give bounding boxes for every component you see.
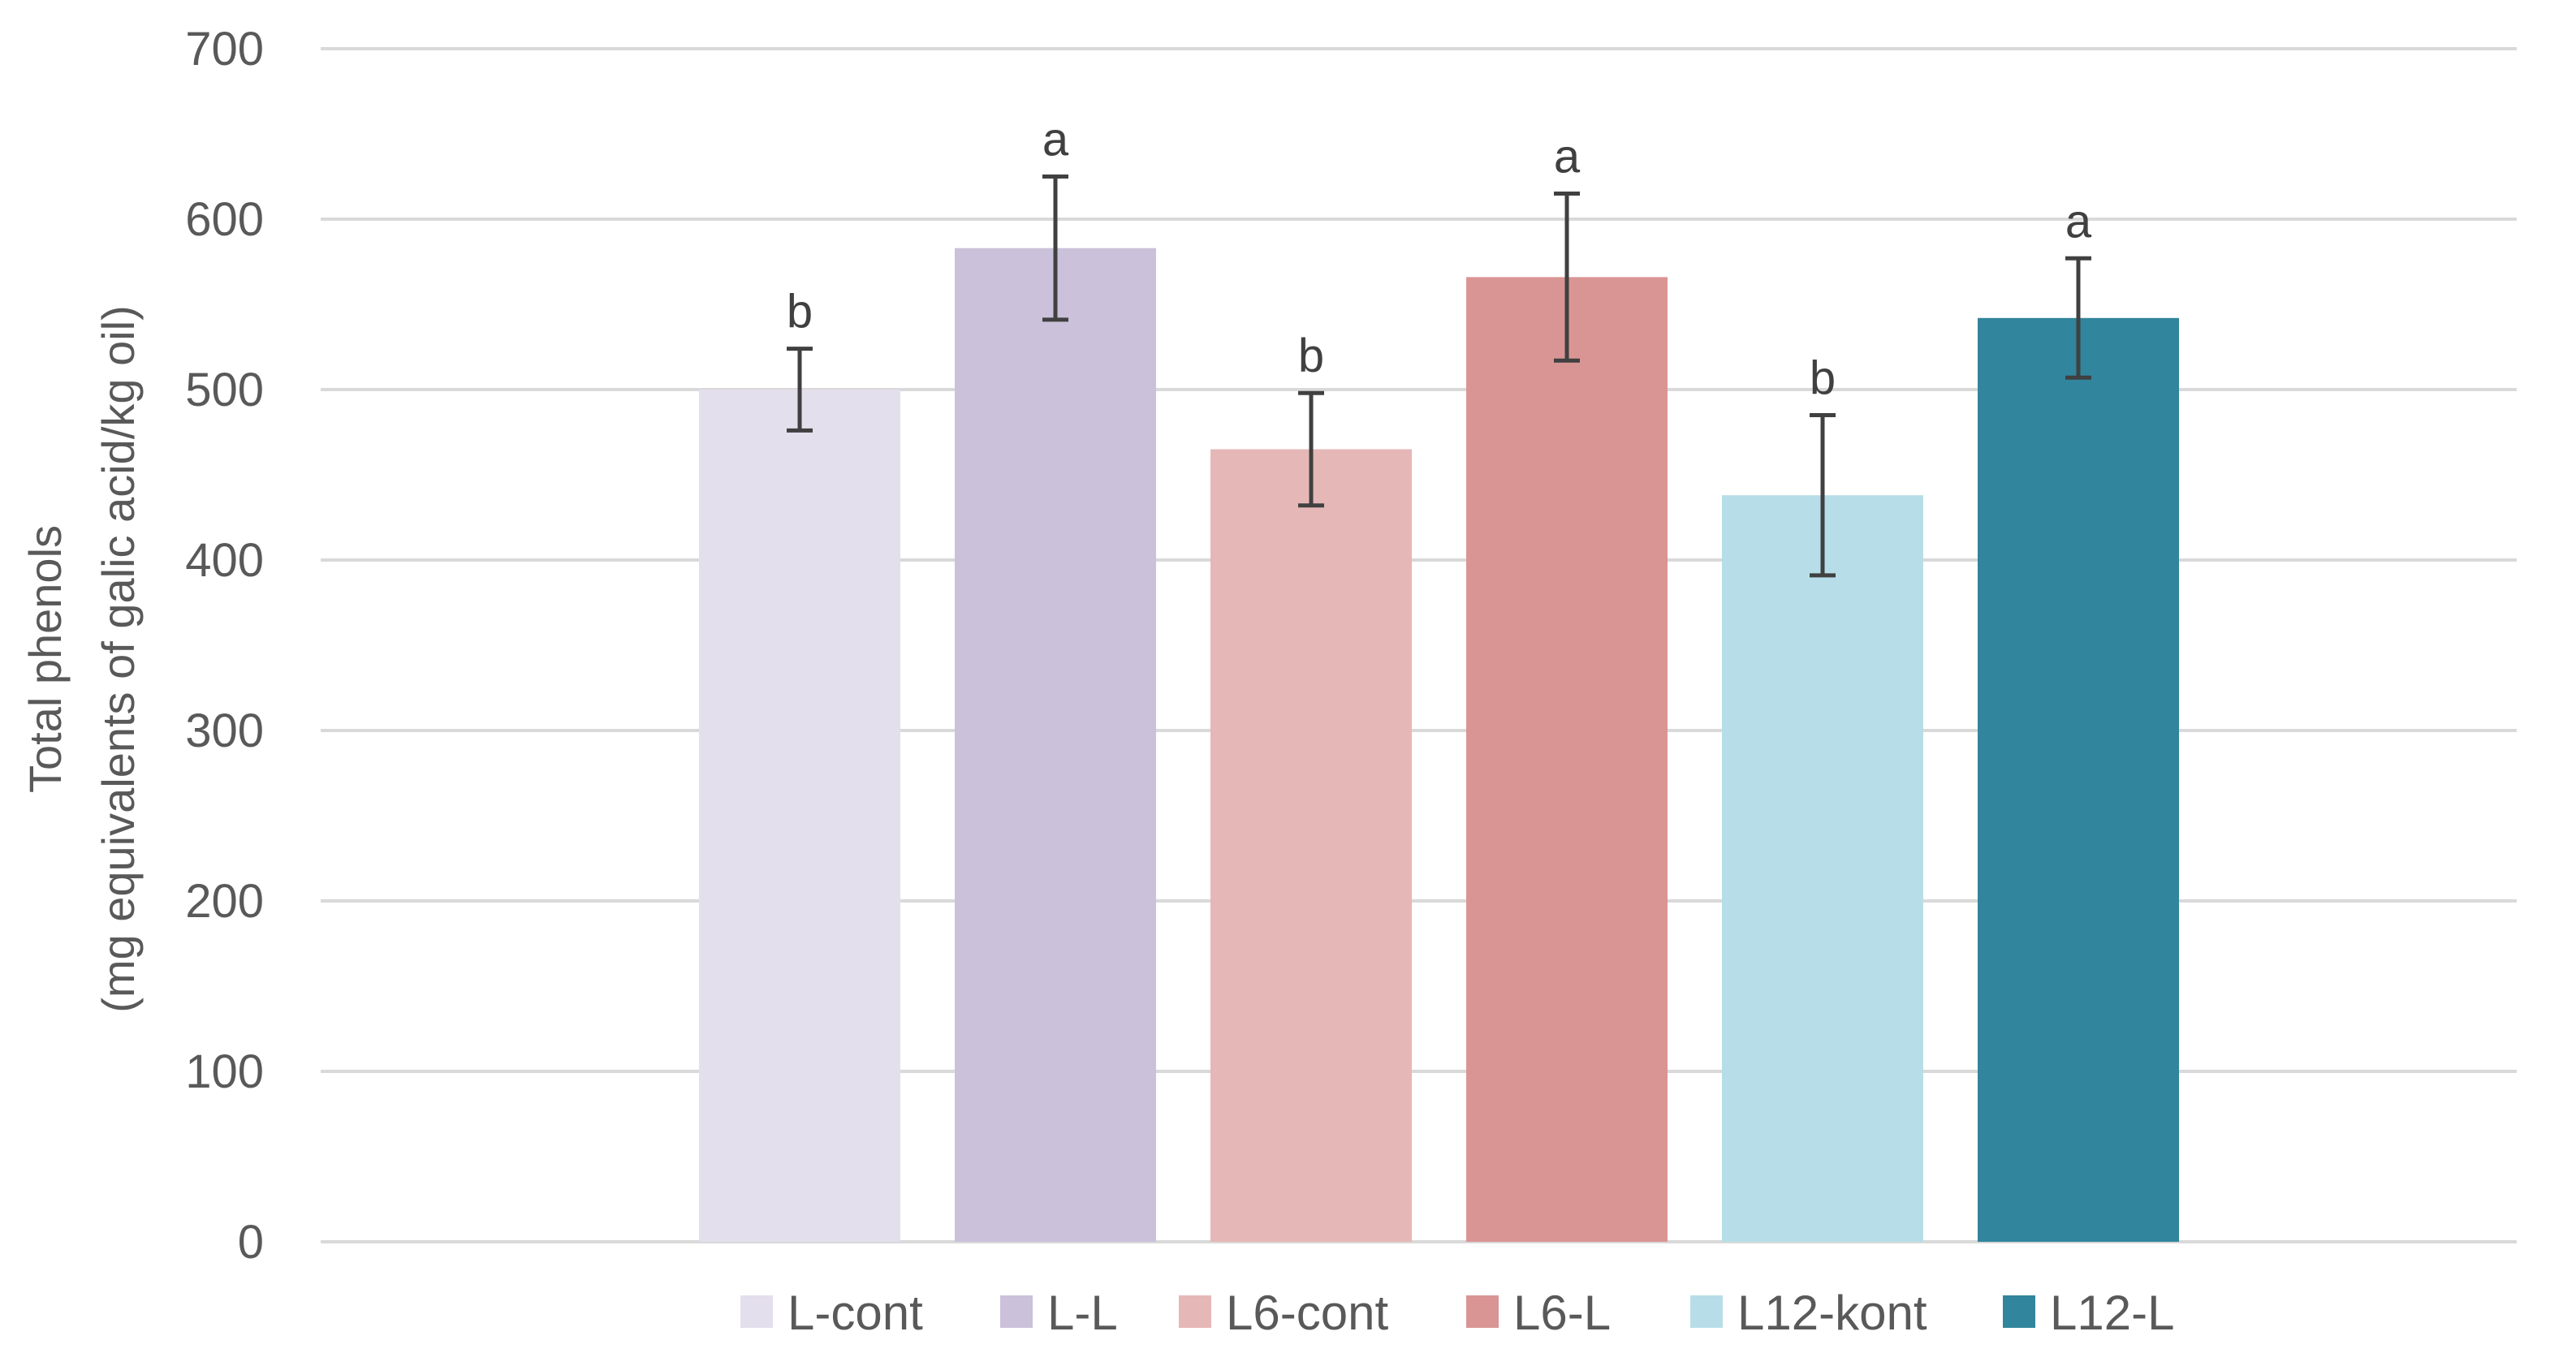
legend-item-L-L: L-L xyxy=(1000,1286,1118,1340)
legend-swatch xyxy=(1466,1295,1499,1328)
legend-swatch xyxy=(1179,1295,1211,1328)
legend-label: L-L xyxy=(1047,1286,1118,1340)
legend-label: L12-kont xyxy=(1737,1286,1927,1340)
bar-L6-cont xyxy=(1210,449,1412,1242)
y-tick-label: 0 xyxy=(238,1216,264,1269)
significance-letter-L6-cont: b xyxy=(1298,330,1324,382)
significance-letter-L-L: a xyxy=(1042,114,1069,166)
legend: L-cont L-L L6-cont L6-L L12-kont L12-L xyxy=(740,1286,2174,1340)
significance-letter-L12-L: a xyxy=(2065,195,2092,248)
error-bar-L-cont xyxy=(787,347,813,433)
y-tick-label: 600 xyxy=(185,193,264,246)
bar-L12-L xyxy=(1978,317,2179,1242)
legend-label: L6-L xyxy=(1513,1286,1611,1340)
legend-label: L12-L xyxy=(2050,1286,2174,1340)
y-axis-tick-labels: 0 100 200 300 400 500 600 700 xyxy=(185,23,264,1269)
significance-letter-L6-L: a xyxy=(1554,131,1581,183)
bar-L6-L xyxy=(1466,277,1668,1242)
y-tick-label: 200 xyxy=(185,875,264,928)
y-axis-title-line1: Total phenols xyxy=(19,525,71,793)
significance-letter-L-cont: b xyxy=(787,286,813,338)
error-bar-L12-L xyxy=(2065,256,2091,380)
legend-label: L6-cont xyxy=(1226,1286,1388,1340)
bar-L-L xyxy=(955,248,1156,1243)
legend-item-L6-cont: L6-cont xyxy=(1179,1286,1388,1340)
gridlines xyxy=(321,47,2517,1243)
error-bar-L12-kont xyxy=(1810,413,1836,578)
error-bars xyxy=(787,175,2091,578)
error-bar-L6-L xyxy=(1554,192,1580,363)
y-tick-label: 500 xyxy=(185,364,264,416)
bar-L12-kont xyxy=(1722,495,1923,1242)
legend-label: L-cont xyxy=(787,1286,923,1340)
bar-L-cont xyxy=(699,390,900,1242)
legend-swatch xyxy=(1000,1295,1033,1328)
legend-swatch xyxy=(740,1295,773,1328)
bars xyxy=(699,248,2179,1243)
error-bar-L6-cont xyxy=(1298,390,1324,508)
legend-item-L12-L: L12-L xyxy=(2003,1286,2174,1340)
y-tick-label: 700 xyxy=(185,23,264,75)
y-tick-label: 400 xyxy=(185,534,264,587)
y-tick-label: 300 xyxy=(185,705,264,757)
error-bar-L-L xyxy=(1042,175,1068,322)
legend-item-L-cont: L-cont xyxy=(740,1286,923,1340)
significance-letter-L12-kont: b xyxy=(1810,352,1836,405)
y-axis-title: Total phenols (mg equivalents of galic a… xyxy=(19,305,144,1013)
y-tick-label: 100 xyxy=(185,1045,264,1098)
legend-swatch xyxy=(2003,1295,2035,1328)
legend-item-L6-L: L6-L xyxy=(1466,1286,1611,1340)
significance-letters: b a b a b a xyxy=(787,114,2092,405)
y-axis-title-line2: (mg equivalents of galic acid/kg oil) xyxy=(93,305,144,1013)
legend-swatch xyxy=(1690,1295,1723,1328)
legend-item-L12-kont: L12-kont xyxy=(1690,1286,1927,1340)
